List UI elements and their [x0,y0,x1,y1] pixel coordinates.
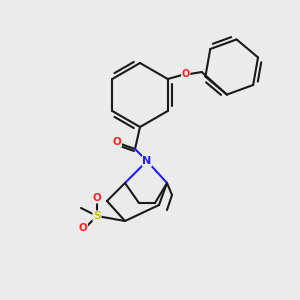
Text: O: O [93,193,101,203]
Text: O: O [182,69,190,79]
Text: O: O [112,137,122,147]
Text: S: S [93,211,101,221]
Text: N: N [142,156,152,166]
Text: O: O [79,223,87,233]
